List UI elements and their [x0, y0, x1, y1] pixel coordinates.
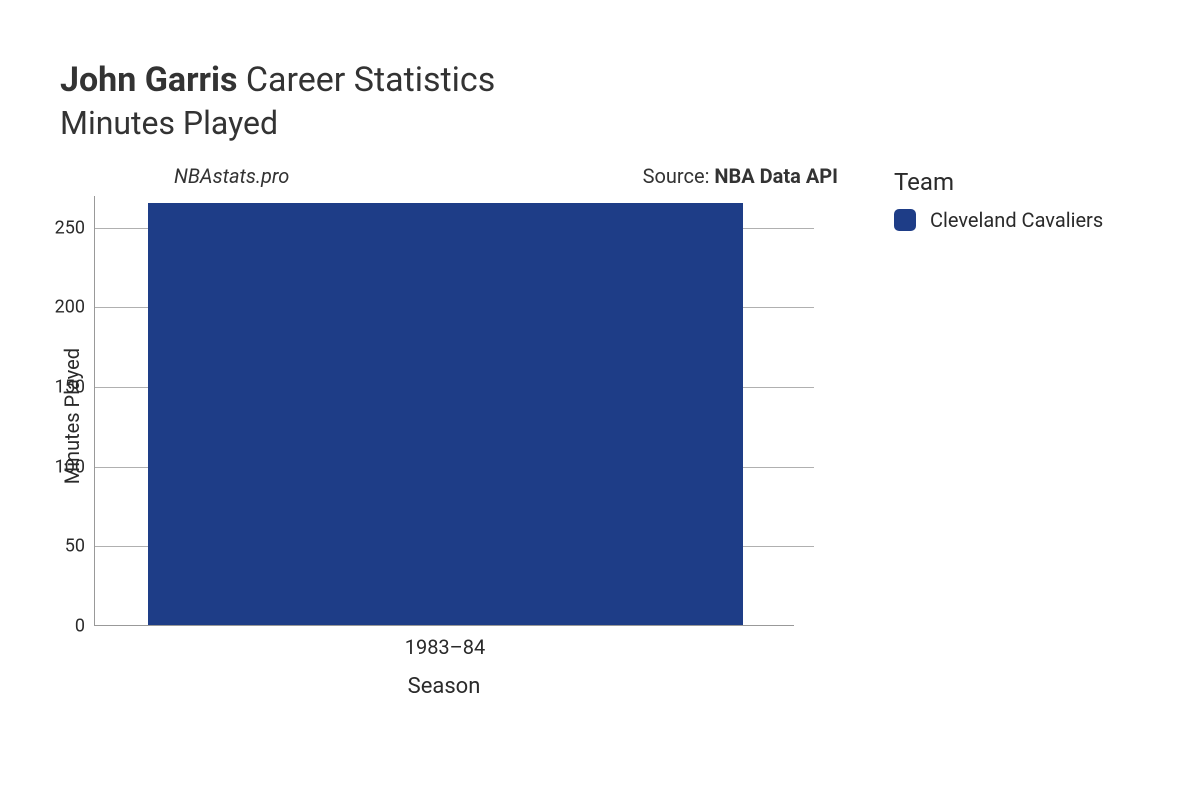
legend-item: Cleveland Cavaliers [894, 208, 1103, 232]
attribution-row: NBAstats.pro Source: NBA Data API [94, 164, 854, 196]
attribution-source: Source: NBA Data API [643, 164, 838, 188]
legend-title: Team [894, 168, 1103, 196]
chart-wrap: Minutes Played NBAstats.pro Source: NBA … [60, 164, 1160, 699]
title-suffix: Career Statistics [237, 60, 495, 100]
y-tick-label: 150 [55, 377, 95, 398]
chart-title-line2: Minutes Played [60, 104, 1160, 142]
legend-items: Cleveland Cavaliers [894, 208, 1103, 232]
legend-swatch [894, 209, 916, 231]
source-prefix: Source: [643, 164, 715, 188]
x-axis-title: Season [94, 674, 794, 699]
legend-item-label: Cleveland Cavaliers [930, 208, 1103, 232]
x-tick-label: 1983–84 [405, 625, 486, 659]
y-tick-label: 50 [65, 536, 95, 557]
plot-column: Minutes Played NBAstats.pro Source: NBA … [60, 164, 854, 699]
title-player-name: John Garris [60, 60, 237, 100]
bar [148, 203, 743, 625]
attribution-site: NBAstats.pro [174, 164, 289, 188]
y-tick-label: 200 [55, 297, 95, 318]
page-root: John Garris Career Statistics Minutes Pl… [0, 0, 1200, 800]
plot-area: 0501001502002501983–84 [94, 196, 794, 626]
plot-with-attrib: NBAstats.pro Source: NBA Data API 050100… [94, 164, 854, 699]
legend: Team Cleveland Cavaliers [894, 168, 1103, 232]
y-tick-label: 0 [75, 616, 95, 637]
y-tick-label: 250 [55, 217, 95, 238]
y-tick-label: 100 [55, 456, 95, 477]
chart-title-line1: John Garris Career Statistics [60, 60, 1160, 100]
source-name: NBA Data API [714, 164, 838, 188]
